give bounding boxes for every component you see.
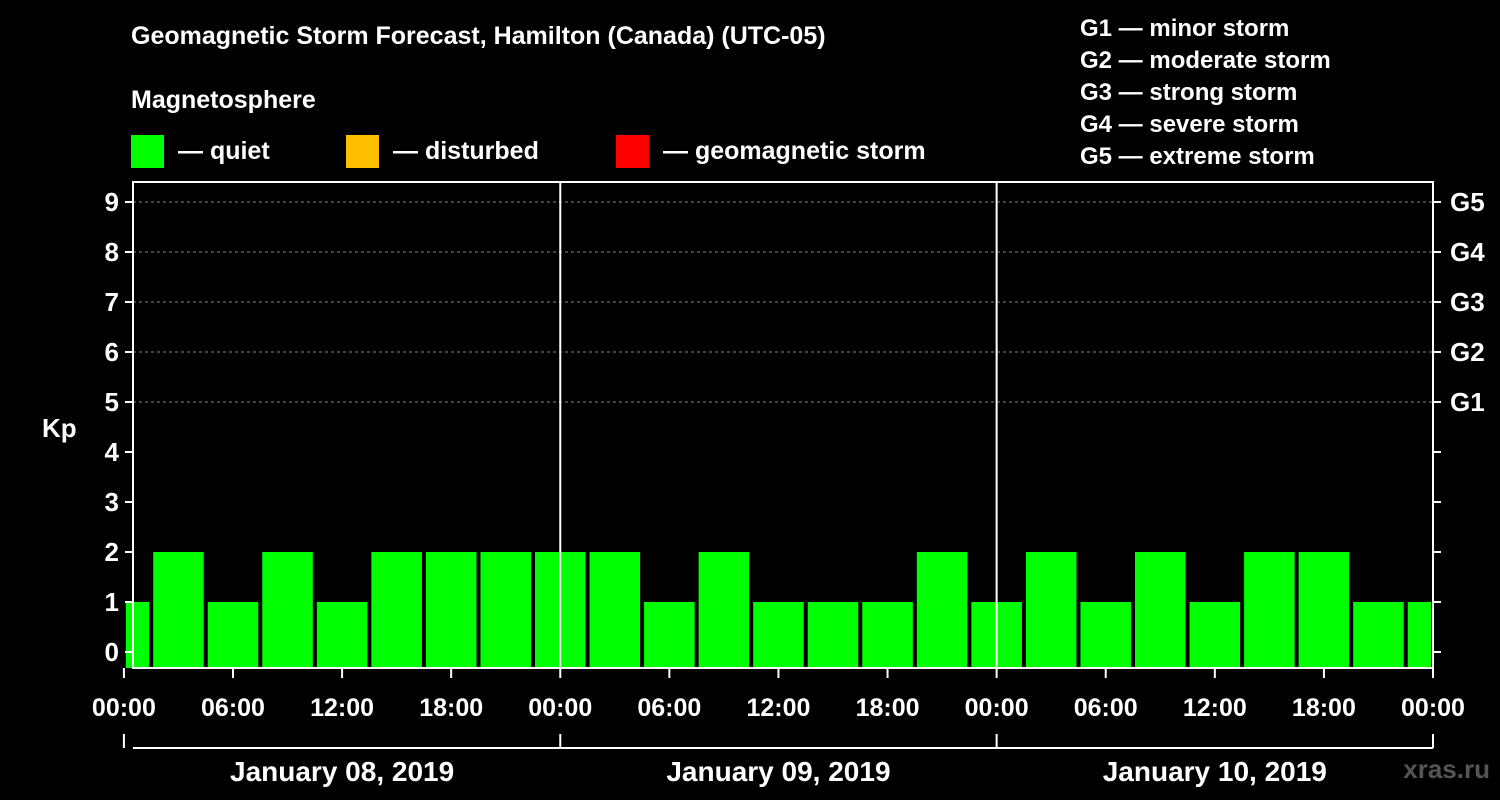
quiet-swatch: [131, 134, 164, 168]
day-label-2: January 10, 2019: [1103, 756, 1327, 787]
g-scale-g3: G3 — strong storm: [1080, 79, 1298, 106]
chart-title: Geomagnetic Storm Forecast, Hamilton (Ca…: [131, 22, 826, 50]
kp-bar-1: [153, 552, 204, 668]
y-tick-label-8: 8: [105, 237, 119, 267]
kp-bar-14: [862, 602, 913, 668]
kp-bar-19: [1135, 552, 1186, 668]
kp-bar-20: [1189, 602, 1241, 668]
kp-bar-24: [1407, 602, 1431, 668]
x-tick-label-7: 18:00: [856, 694, 920, 722]
legend-item-disturbed: — disturbed: [346, 134, 539, 168]
x-tick-label-1: 06:00: [201, 694, 265, 722]
x-tick-label-11: 18:00: [1292, 694, 1356, 722]
x-tick-label-3: 18:00: [419, 694, 483, 722]
kp-bar-4: [316, 602, 368, 668]
y-axis-label: Kp: [42, 413, 77, 443]
x-tick-label-8: 00:00: [965, 694, 1029, 722]
kp-bar-9: [589, 552, 641, 668]
y-tick-label-4: 4: [105, 437, 120, 467]
g-scale-g1: G1 — minor storm: [1080, 15, 1290, 42]
kp-bar-15: [916, 552, 968, 668]
y-tick-label-7: 7: [105, 287, 119, 317]
x-tick-label-0: 00:00: [92, 694, 156, 722]
kp-bar-10: [644, 602, 695, 668]
kp-bar-17: [1025, 552, 1077, 668]
y-tick-label-0: 0: [105, 637, 119, 667]
x-tick-label-2: 12:00: [310, 694, 374, 722]
plot-frame: [132, 181, 1434, 669]
day-label-0: January 08, 2019: [230, 756, 454, 787]
g-scale-g4: G4 — severe storm: [1080, 111, 1299, 138]
kp-bar-12: [753, 602, 804, 668]
right-axis-label-g1: G1: [1450, 387, 1485, 417]
kp-bar-0: [125, 602, 150, 668]
storm-swatch: [616, 134, 649, 168]
g-scale-g2: G2 — moderate storm: [1080, 47, 1331, 74]
kp-bar-6: [425, 552, 477, 668]
kp-bar-22: [1298, 552, 1350, 668]
g-scale-g5: G5 — extreme storm: [1080, 143, 1315, 170]
kp-bar-2: [207, 602, 259, 668]
kp-bar-13: [807, 602, 859, 668]
legend-item-storm: — geomagnetic storm: [616, 134, 926, 168]
x-tick-label-4: 00:00: [528, 694, 592, 722]
right-axis-label-g2: G2: [1450, 337, 1485, 367]
x-tick-label-9: 06:00: [1074, 694, 1138, 722]
magnetosphere-title: Magnetosphere: [131, 86, 316, 114]
kp-bar-3: [262, 552, 313, 668]
y-tick-label-2: 2: [105, 537, 119, 567]
legend-label-storm: — geomagnetic storm: [663, 136, 926, 165]
y-tick-label-3: 3: [105, 487, 119, 517]
watermark: xras.ru: [1403, 754, 1490, 784]
right-axis-label-g3: G3: [1450, 287, 1485, 317]
x-tick-label-6: 12:00: [746, 694, 810, 722]
legend-item-quiet: — quiet: [131, 134, 270, 168]
right-axis-label-g5: G5: [1450, 187, 1485, 217]
kp-bar-5: [371, 552, 422, 668]
y-tick-label-9: 9: [105, 187, 119, 217]
right-axis-label-g4: G4: [1450, 237, 1485, 267]
kp-bar-18: [1080, 602, 1131, 668]
x-tick-label-5: 06:00: [637, 694, 701, 722]
day-label-1: January 09, 2019: [666, 756, 890, 787]
kp-bar-7: [480, 552, 531, 668]
y-tick-label-6: 6: [105, 337, 119, 367]
kp-bar-11: [698, 552, 750, 668]
legend-label-disturbed: — disturbed: [393, 136, 539, 165]
y-tick-label-1: 1: [105, 587, 119, 617]
x-tick-label-10: 12:00: [1183, 694, 1247, 722]
x-tick-label-12: 00:00: [1401, 694, 1465, 722]
legend-label-quiet: — quiet: [178, 136, 270, 165]
kp-bar-21: [1244, 552, 1295, 668]
disturbed-swatch: [346, 134, 379, 168]
kp-bar-23: [1353, 602, 1404, 668]
y-tick-label-5: 5: [105, 387, 119, 417]
